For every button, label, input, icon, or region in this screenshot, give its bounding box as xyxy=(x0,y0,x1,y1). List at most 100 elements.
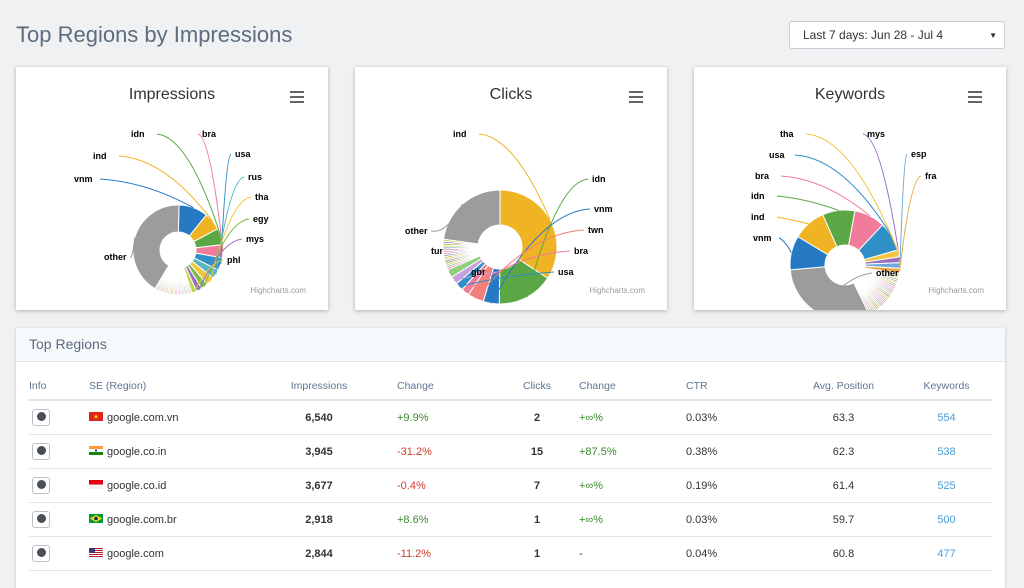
clicks-change-cell: +∞% xyxy=(567,400,674,435)
slice-label-vnm: vnm xyxy=(74,174,93,184)
globe-icon xyxy=(36,547,46,557)
info-button[interactable] xyxy=(32,545,50,562)
keywords-link[interactable]: 554 xyxy=(901,400,992,435)
avg-position-cell: 60.8 xyxy=(786,536,901,571)
chart-title: Impressions xyxy=(128,86,216,103)
slice-label-vnm: vnm xyxy=(753,233,772,243)
info-button[interactable] xyxy=(32,477,50,494)
clicks-chart-card: Clicks ind idn vnm twn bra usa gbr tur other Hig… xyxy=(355,67,667,310)
date-range-value: Last 7 days: Jun 28 - Jul 4 xyxy=(803,28,944,42)
impressions-change-cell: -0.4% xyxy=(359,468,507,503)
ctr-cell: 0.38% xyxy=(674,434,786,469)
slice-label-mys: mys xyxy=(246,234,264,244)
se-region-name: google.com.br xyxy=(107,513,177,526)
impressions-change-cell: -31.2% xyxy=(359,434,507,469)
usa-flag-icon xyxy=(89,548,103,558)
col-imp-change[interactable]: Change xyxy=(359,373,507,401)
connector-tha xyxy=(209,196,252,282)
avg-position-cell: 61.4 xyxy=(786,468,901,503)
slice-other[interactable] xyxy=(132,204,180,290)
connector-gbr xyxy=(453,271,498,281)
slice-label-tha: tha xyxy=(780,129,794,139)
chart-menu-icon[interactable] xyxy=(968,91,982,103)
info-button[interactable] xyxy=(32,511,50,528)
slice-label-ind: ind xyxy=(751,212,765,222)
info-button[interactable] xyxy=(32,443,50,460)
connector-ind xyxy=(776,216,809,225)
avg-position-cell: 63.3 xyxy=(786,400,901,435)
connector-usa xyxy=(458,271,555,288)
panel-title: Top Regions xyxy=(16,328,1005,362)
info-button[interactable] xyxy=(32,409,50,426)
se-region-cell: google.co.in xyxy=(89,434,279,469)
slice-label-gbr: gbr xyxy=(471,267,486,277)
slice-ind[interactable] xyxy=(499,189,558,279)
keywords-link[interactable]: 525 xyxy=(901,468,992,503)
connector-usa xyxy=(794,154,893,237)
ctr-cell: 0.03% xyxy=(674,400,786,435)
chart-credits[interactable]: Highcharts.com xyxy=(250,286,306,295)
connector-other xyxy=(129,237,136,258)
connector-idn xyxy=(526,178,589,298)
chart-title: Keywords xyxy=(814,86,886,103)
chart-title: Clicks xyxy=(489,86,533,103)
slice-label-idn: idn xyxy=(751,191,765,201)
ctr-cell: 0.04% xyxy=(674,536,786,571)
col-clicks[interactable]: Clicks xyxy=(507,373,567,401)
clicks-cell: 1 xyxy=(507,536,567,571)
impressions-cell: 3,677 xyxy=(279,468,359,503)
slice-label-phl: phl xyxy=(227,255,241,265)
connector-bra xyxy=(464,250,571,293)
slice-label-ind: ind xyxy=(453,129,467,139)
globe-icon xyxy=(36,513,46,523)
info-cell xyxy=(29,468,89,503)
col-keywords[interactable]: Keywords xyxy=(901,373,992,401)
brazil-flag-icon xyxy=(89,514,103,524)
se-region-cell: google.com xyxy=(89,536,279,571)
table-row: google.com 2,844 -11.2% 1-0.04% 60.8 477 xyxy=(29,536,992,571)
connector-twn xyxy=(475,229,585,299)
globe-icon xyxy=(36,445,46,455)
connector-vnm xyxy=(99,178,194,209)
connector-other xyxy=(819,272,873,310)
date-range-select[interactable]: Last 7 days: Jun 28 - Jul 4 ▼ xyxy=(789,21,1005,49)
clicks-change-cell: +87.5% xyxy=(567,434,674,469)
slice-label-mys: mys xyxy=(867,129,885,139)
se-region-name: google.com xyxy=(107,547,164,560)
connector-idn xyxy=(776,195,839,211)
avg-position-cell: 62.3 xyxy=(786,434,901,469)
keywords-link[interactable]: 477 xyxy=(901,536,992,571)
clicks-change-cell: - xyxy=(567,536,674,571)
se-region-name: google.co.id xyxy=(107,479,167,492)
table-row: google.com.br 2,918 +8.6% 1 +∞% 0.03% 59.7 500 xyxy=(29,502,992,537)
col-se-region[interactable]: SE (Region) xyxy=(89,373,279,401)
connector-fra xyxy=(899,175,922,272)
keywords-link[interactable]: 500 xyxy=(901,502,992,537)
globe-icon xyxy=(36,479,46,489)
slice-label-usa: usa xyxy=(235,149,252,159)
chart-credits[interactable]: Highcharts.com xyxy=(928,286,984,295)
slice-label-bra: bra xyxy=(574,246,589,256)
chart-menu-icon[interactable] xyxy=(629,91,643,103)
slice-label-other: other xyxy=(876,268,899,278)
keywords-chart-card: Keywords mys esp fra other vnm ind idn bra usa th… xyxy=(694,67,1006,310)
clicks-cell: 7 xyxy=(507,468,567,503)
impressions-cell: 6,540 xyxy=(279,400,359,435)
slice-other[interactable] xyxy=(789,266,869,310)
slice-label-ind: ind xyxy=(93,151,107,161)
clicks-change-cell: +∞% xyxy=(567,502,674,537)
clicks-change-cell: +∞% xyxy=(567,468,674,503)
col-impressions[interactable]: Impressions xyxy=(279,373,359,401)
connector-phl xyxy=(193,259,224,293)
keywords-link[interactable]: 538 xyxy=(901,434,992,469)
chart-menu-icon[interactable] xyxy=(290,91,304,103)
col-ctr[interactable]: CTR xyxy=(674,373,786,401)
slice-label-esp: esp xyxy=(911,149,927,159)
chart-credits[interactable]: Highcharts.com xyxy=(589,286,645,295)
slice-other[interactable] xyxy=(442,189,501,245)
impressions-change-cell: +9.9% xyxy=(359,400,507,435)
col-clk-change[interactable]: Change xyxy=(567,373,674,401)
slice-label-rus: rus xyxy=(248,172,262,182)
col-avg-position[interactable]: Avg. Position xyxy=(786,373,901,401)
